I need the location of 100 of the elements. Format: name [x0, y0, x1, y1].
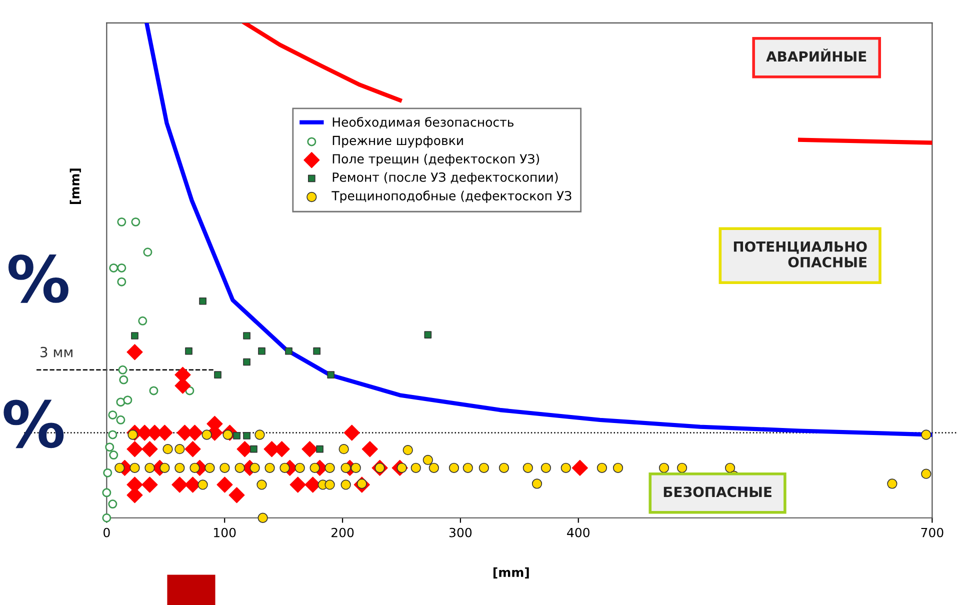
point — [294, 462, 305, 473]
point — [116, 415, 126, 424]
point — [172, 476, 188, 493]
point — [102, 513, 112, 522]
point — [204, 462, 215, 473]
x-tick-label: 100 — [214, 528, 236, 538]
point — [162, 444, 173, 454]
point — [108, 500, 118, 509]
point — [340, 480, 351, 490]
point — [160, 462, 170, 473]
legend-label: Прежние шурфовки — [332, 136, 463, 148]
point — [116, 398, 126, 407]
point — [532, 478, 542, 489]
point — [676, 462, 688, 473]
point — [174, 444, 185, 454]
point — [324, 462, 335, 473]
x-tick-label: 700 — [921, 528, 944, 538]
x-tick-label: 200 — [332, 528, 354, 538]
point — [428, 462, 439, 473]
legend-label: Трещиноподобные (дефектоскоп УЗ — [332, 190, 572, 203]
x-tick-label: 0 — [104, 528, 110, 538]
point — [243, 358, 250, 366]
point — [108, 410, 118, 420]
point — [174, 462, 185, 473]
point — [243, 432, 250, 440]
annotation: АВАРИЙНЫЕ — [766, 48, 866, 62]
point — [250, 445, 258, 453]
point — [142, 441, 158, 458]
legend-label: Поле трещин (дефектоскоп УЗ) — [332, 154, 540, 166]
point — [117, 217, 126, 226]
point — [313, 347, 320, 355]
point — [243, 332, 250, 340]
point — [103, 468, 112, 478]
point — [362, 441, 378, 458]
point — [658, 462, 670, 473]
point — [109, 450, 118, 460]
point — [234, 462, 245, 473]
point — [522, 462, 533, 473]
point — [316, 445, 324, 453]
point — [199, 297, 206, 305]
point — [540, 462, 552, 473]
point — [126, 441, 143, 458]
point — [142, 476, 158, 493]
point — [448, 462, 460, 473]
point — [254, 430, 265, 440]
point — [109, 263, 118, 272]
x-tick-label: 400 — [567, 528, 590, 538]
point — [327, 371, 335, 379]
point — [220, 462, 230, 473]
point — [340, 462, 351, 473]
point — [190, 462, 200, 473]
point — [310, 462, 320, 473]
point — [202, 430, 212, 440]
point — [108, 430, 118, 440]
y-axis-title: [mm] — [70, 168, 81, 204]
point — [250, 462, 260, 473]
ref-line-label: 3 мм — [40, 346, 72, 358]
point — [258, 347, 266, 355]
point — [233, 432, 240, 440]
point — [143, 248, 152, 257]
annotation: БЕЗОПАСНЫЕ — [664, 486, 772, 498]
point — [596, 462, 608, 473]
point — [131, 217, 140, 226]
point — [921, 468, 932, 479]
point — [184, 441, 201, 458]
point — [572, 460, 588, 476]
point — [131, 332, 138, 340]
point — [424, 331, 432, 338]
point — [256, 480, 267, 490]
point — [422, 454, 433, 466]
point — [280, 462, 290, 473]
point — [105, 442, 114, 452]
legend-label: Необходимая безопасность — [332, 116, 514, 128]
point — [264, 462, 275, 473]
point — [123, 396, 132, 405]
point — [350, 462, 361, 473]
point — [117, 277, 126, 286]
point — [402, 445, 413, 456]
x-axis-title: [mm] — [494, 567, 529, 579]
point — [410, 462, 421, 473]
point — [338, 444, 349, 454]
point — [117, 263, 126, 272]
point — [324, 480, 335, 490]
point — [214, 371, 222, 379]
point — [118, 365, 128, 374]
annotation: ПОТЕНЦИАЛЬНО ОПАСНЫЕ — [734, 241, 867, 268]
point — [921, 430, 932, 440]
point — [560, 462, 571, 473]
x-tick-label: 300 — [449, 528, 472, 538]
point — [185, 347, 192, 355]
point — [198, 480, 208, 490]
point — [290, 476, 306, 493]
point — [114, 462, 125, 473]
point — [498, 462, 510, 473]
legend-label: Ремонт (после УЗ дефектоскопии) — [332, 172, 558, 184]
point — [887, 478, 898, 489]
point — [462, 462, 473, 473]
text: % — [8, 254, 68, 303]
point — [102, 488, 112, 498]
point — [285, 347, 292, 355]
